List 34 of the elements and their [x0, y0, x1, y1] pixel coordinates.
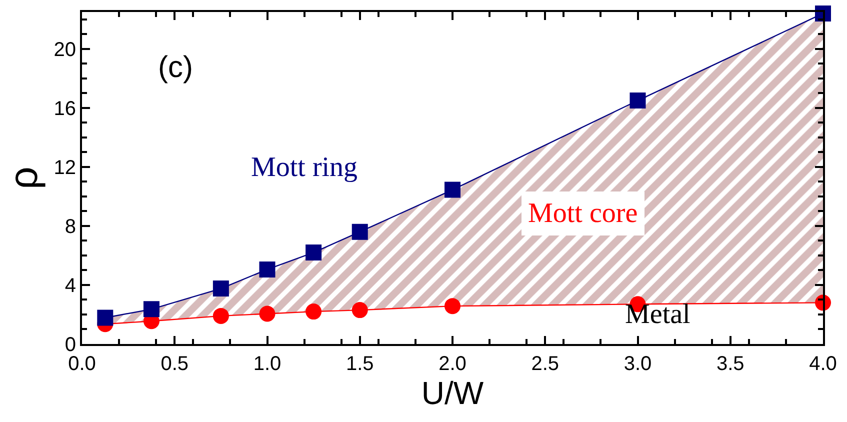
y-axis-title: ρ [2, 166, 46, 190]
point [444, 298, 460, 314]
annotation: (c) [158, 51, 193, 84]
x-tick-label: 2.0 [438, 353, 466, 375]
point [352, 302, 368, 318]
y-tick-label: 8 [64, 216, 76, 238]
y-tick-label: 12 [54, 156, 76, 179]
x-tick-label: 1.0 [253, 353, 282, 375]
point [630, 92, 646, 109]
x-tick-label: 3.5 [716, 353, 744, 375]
x-tick-label: 0.0 [68, 353, 96, 375]
x-tick-label: 1.5 [346, 353, 374, 375]
y-tick-label: 0 [64, 334, 76, 356]
x-tick-label: 3.0 [624, 353, 652, 375]
point [306, 244, 322, 261]
point [212, 280, 229, 297]
point [306, 304, 322, 320]
annotation: Mott core [528, 198, 638, 229]
annotation: Mott ring [251, 152, 358, 183]
y-tick-label: 4 [64, 274, 76, 297]
point [259, 261, 276, 278]
point [444, 182, 460, 198]
point [212, 308, 229, 324]
x-tick-label: 4.0 [809, 353, 837, 375]
point [97, 310, 114, 326]
x-tick-label: 0.5 [160, 353, 189, 375]
x-tick-label: 2.5 [531, 353, 560, 375]
annotation: Metal [625, 299, 691, 330]
point [352, 224, 368, 240]
point [259, 306, 276, 322]
x-axis-title: U/W [421, 375, 484, 411]
point [143, 301, 160, 318]
y-tick-label: 16 [54, 98, 76, 120]
y-tick-label: 20 [54, 38, 76, 61]
